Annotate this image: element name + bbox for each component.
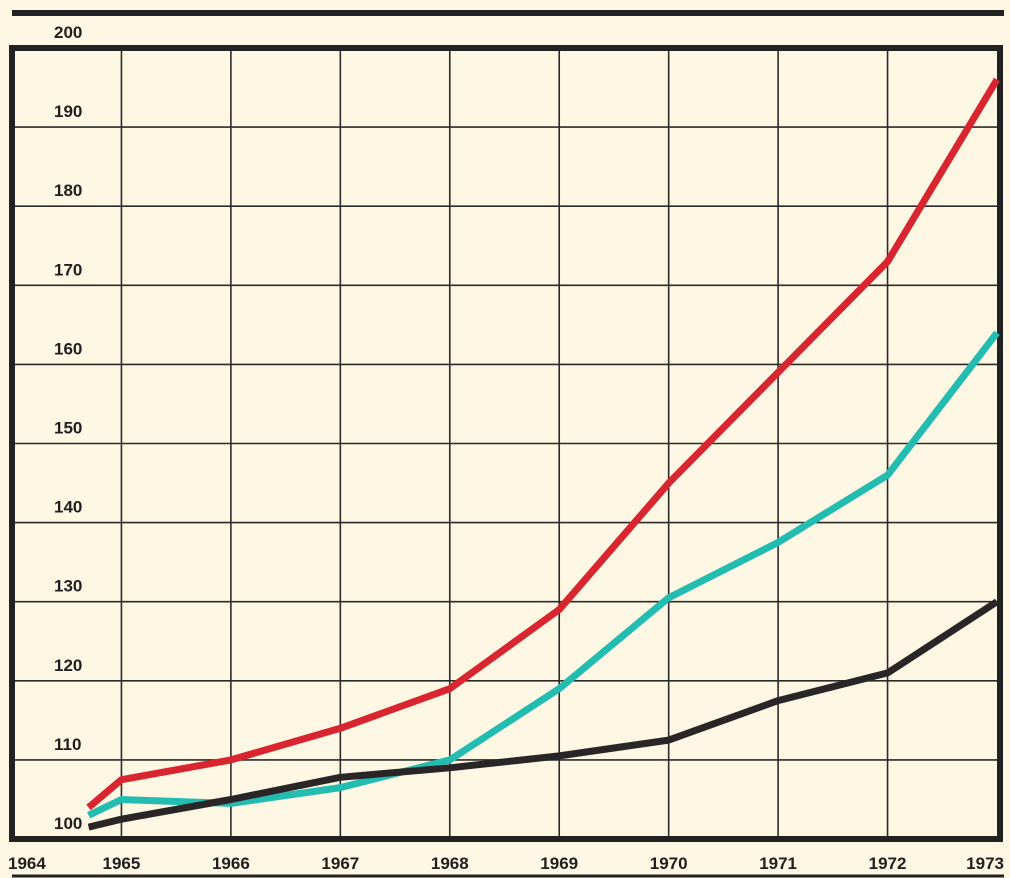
x-tick-label: 1967 [321, 854, 359, 873]
x-tick-label: 1970 [650, 854, 688, 873]
y-tick-label: 200 [54, 23, 82, 42]
y-tick-label: 180 [54, 181, 82, 200]
x-tick-labels: 1964 1965 1966 1967 1968 1969 1970 1971 1972 1973 [8, 854, 1004, 873]
x-tick-label: 1972 [869, 854, 907, 873]
y-tick-label: 150 [54, 419, 82, 438]
y-tick-label: 190 [54, 102, 82, 121]
series-line-2 [87, 330, 1000, 819]
x-tick-label: 1965 [103, 854, 141, 873]
y-tick-label: 170 [54, 260, 82, 279]
y-tick-label: 120 [54, 656, 82, 675]
series-lines [86, 77, 1000, 831]
y-tick-label: 160 [54, 339, 82, 358]
y-tick-labels: 100 110 120 130 140 150 160 170 180 190 200 [54, 23, 82, 833]
y-tick-label: 130 [54, 577, 82, 596]
plot-frame [9, 45, 1003, 842]
x-tick-label: 1971 [759, 854, 797, 873]
y-tick-label: 100 [54, 814, 82, 833]
y-tick-label: 110 [54, 735, 81, 754]
y-tick-label: 140 [54, 498, 82, 517]
x-tick-label: 1969 [540, 854, 578, 873]
x-tick-label: 1964 [8, 854, 46, 873]
x-tick-label: 1973 [966, 854, 1004, 873]
series-line-1 [86, 77, 1000, 811]
series-line-3 [87, 598, 999, 831]
x-tick-label: 1968 [431, 854, 469, 873]
grid [12, 48, 997, 839]
x-tick-label: 1966 [212, 854, 250, 873]
